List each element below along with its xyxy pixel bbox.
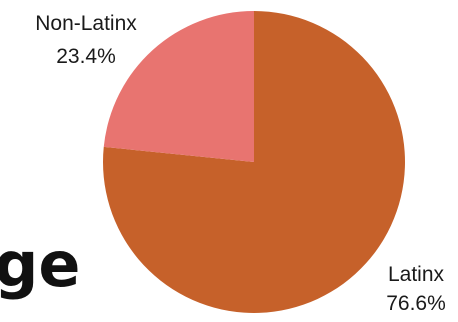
slice-label-latinx: Latinx [388,263,445,286]
pie-slices [102,11,405,313]
pie-labels: Latinx 76.6% Non-Latinx 23.4% [35,12,446,315]
partial-heading: ge [0,228,81,301]
slice-value-non-latinx: 23.4% [56,45,116,68]
pie-slice-non-latinx [103,11,254,162]
slice-label-non-latinx: Non-Latinx [35,12,137,35]
slice-value-latinx: 76.6% [386,292,446,315]
pie-slice-latinx [102,11,405,313]
